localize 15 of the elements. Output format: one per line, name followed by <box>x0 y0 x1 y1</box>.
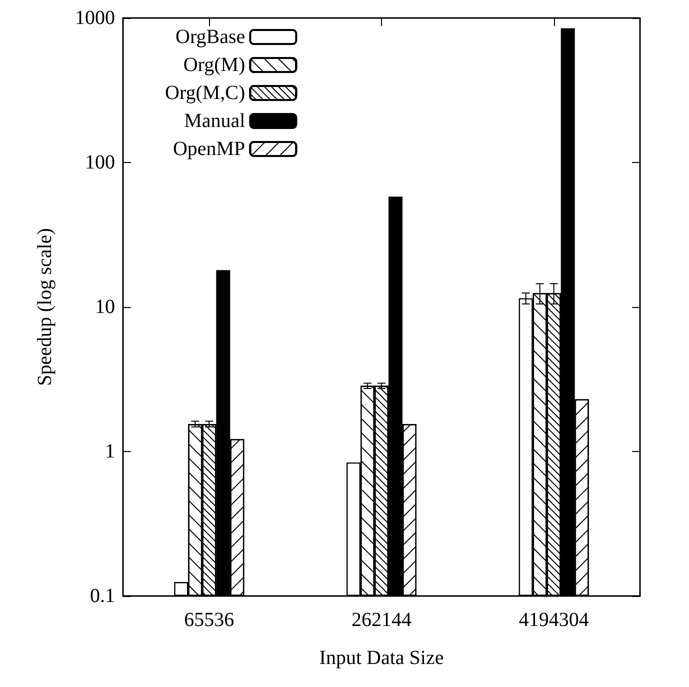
x-tick-label: 4194304 <box>518 609 589 631</box>
legend-label: Manual <box>184 110 246 132</box>
legend-label: Org(M,C) <box>165 82 246 104</box>
y-axis-title: Speedup (log scale) <box>34 228 56 386</box>
x-tick-label: 262144 <box>352 609 412 631</box>
legend-label: OpenMP <box>172 138 246 160</box>
y-tick-label: 10 <box>95 296 115 318</box>
legend-label: OrgBase <box>176 26 246 48</box>
x-tick-label: 65536 <box>184 609 234 631</box>
y-tick-label: 1 <box>105 440 115 462</box>
legend-label: Org(M) <box>183 54 246 76</box>
y-tick-label: 1000 <box>75 7 115 29</box>
x-axis-title: Input Data Size <box>319 647 444 669</box>
y-tick-label: 0.1 <box>90 585 115 607</box>
y-tick-label: 100 <box>85 152 115 174</box>
